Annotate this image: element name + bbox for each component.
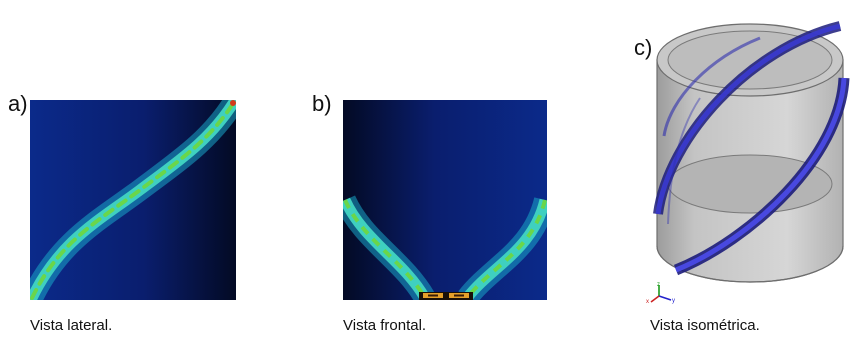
axis-x-label: x [646, 299, 649, 304]
lateral-view-plot [30, 100, 236, 300]
panel-label-b: b) [312, 91, 332, 116]
panel-label-a: a) [8, 91, 28, 116]
frontal-view-plot [343, 100, 547, 300]
axis-y-label: y [672, 298, 675, 304]
caption-isometric: Vista isométrica. [650, 317, 760, 334]
caption-lateral: Vista lateral. [30, 317, 113, 334]
axis-triad-icon: z y x [646, 282, 675, 304]
isometric-cylinder [653, 21, 850, 283]
caption-frontal: Vista frontal. [343, 317, 427, 334]
axis-z-label: z [657, 282, 660, 288]
figure-footer-text [0, 341, 851, 361]
panel-label-c: c) [634, 35, 653, 60]
